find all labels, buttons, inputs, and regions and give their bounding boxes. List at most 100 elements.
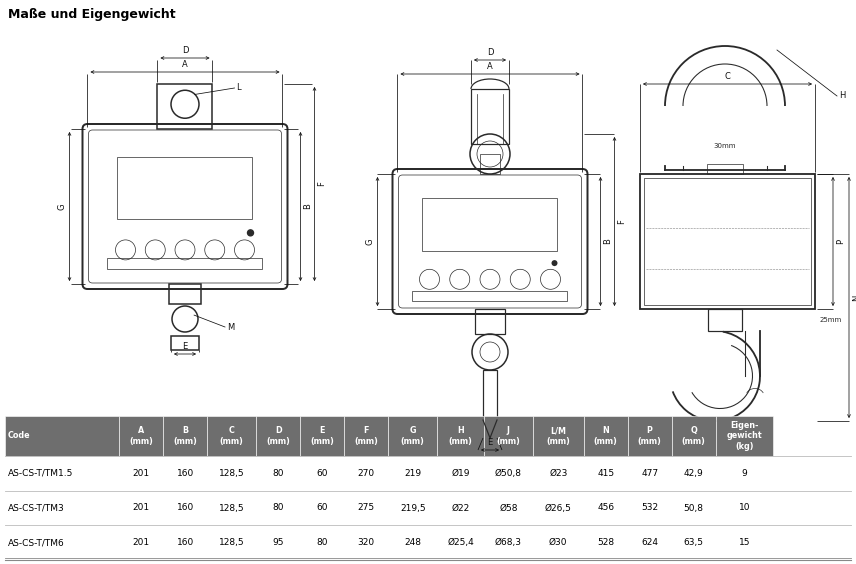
Circle shape	[551, 260, 557, 266]
Text: 201: 201	[133, 504, 150, 513]
Text: A
(mm): A (mm)	[129, 426, 153, 446]
Text: Ø30: Ø30	[549, 538, 568, 547]
Text: J
(mm): J (mm)	[496, 426, 520, 446]
Text: 160: 160	[176, 538, 193, 547]
Bar	[300, 416, 344, 456]
Text: F: F	[617, 219, 627, 224]
Text: 15: 15	[739, 538, 750, 547]
Text: 42,9: 42,9	[684, 469, 704, 478]
Text: G: G	[57, 203, 67, 210]
Text: 80: 80	[272, 469, 284, 478]
Text: 60: 60	[317, 504, 328, 513]
Text: E: E	[182, 342, 187, 351]
Text: H
(mm): H (mm)	[449, 426, 473, 446]
Bar	[480, 154, 500, 174]
Text: F
(mm): F (mm)	[354, 426, 378, 446]
Bar	[108, 258, 263, 268]
Text: 50,8: 50,8	[684, 504, 704, 513]
Text: 80: 80	[272, 504, 284, 513]
Bar	[344, 416, 389, 456]
Text: 415: 415	[597, 469, 615, 478]
Text: B
(mm): B (mm)	[173, 426, 197, 446]
Text: 528: 528	[597, 538, 615, 547]
Bar	[413, 291, 568, 301]
Text: 160: 160	[176, 469, 193, 478]
Text: 128,5: 128,5	[219, 469, 245, 478]
Bar	[171, 336, 199, 350]
Bar	[672, 416, 716, 456]
Text: Ø19: Ø19	[451, 469, 470, 478]
Text: Code: Code	[8, 431, 31, 440]
Text: P: P	[836, 239, 845, 244]
Text: Ø23: Ø23	[549, 469, 568, 478]
Text: 128,5: 128,5	[219, 504, 245, 513]
Text: 160: 160	[176, 504, 193, 513]
Bar	[437, 416, 484, 456]
Text: D: D	[181, 46, 188, 55]
Text: A: A	[182, 60, 187, 69]
Bar	[533, 416, 584, 456]
Text: Eigen-
gewicht
(kg): Eigen- gewicht (kg)	[727, 421, 762, 451]
Text: G
(mm): G (mm)	[401, 426, 425, 446]
Text: 60: 60	[317, 469, 328, 478]
Text: Maße und Eigengewicht: Maße und Eigengewicht	[8, 8, 175, 21]
Text: 10: 10	[739, 504, 750, 513]
Bar	[475, 309, 505, 334]
Text: 219: 219	[404, 469, 421, 478]
Text: Ø68,3: Ø68,3	[495, 538, 522, 547]
Bar	[483, 370, 497, 420]
Text: 63,5: 63,5	[684, 538, 704, 547]
Text: P
(mm): P (mm)	[638, 426, 662, 446]
Bar	[423, 199, 557, 251]
Text: L/M
(mm): L/M (mm)	[546, 426, 570, 446]
Bar	[640, 174, 815, 309]
Text: 128,5: 128,5	[219, 538, 245, 547]
Bar	[644, 178, 811, 305]
Text: 201: 201	[133, 538, 150, 547]
Bar	[708, 309, 742, 331]
Text: N
(mm): N (mm)	[594, 426, 617, 446]
Bar	[716, 416, 773, 456]
Text: B: B	[603, 239, 613, 244]
Bar	[627, 416, 672, 456]
Text: AS-CS-T/TM6: AS-CS-T/TM6	[8, 538, 65, 547]
Text: Ø26,5: Ø26,5	[545, 504, 572, 513]
Text: B: B	[304, 204, 312, 209]
Text: AS-CS-T/TM1.5: AS-CS-T/TM1.5	[8, 469, 74, 478]
Circle shape	[247, 230, 253, 236]
Bar	[584, 416, 627, 456]
Text: D: D	[487, 48, 493, 57]
Text: 95: 95	[272, 538, 284, 547]
Text: 219,5: 219,5	[400, 504, 425, 513]
Text: E: E	[487, 438, 492, 447]
Bar	[119, 416, 163, 456]
Text: G: G	[366, 238, 374, 245]
Text: 320: 320	[358, 538, 375, 547]
Bar	[163, 416, 207, 456]
Bar	[117, 157, 253, 219]
Bar	[169, 284, 201, 304]
Text: 624: 624	[641, 538, 658, 547]
Text: 30mm: 30mm	[714, 143, 736, 149]
Text: N: N	[852, 294, 856, 301]
Bar	[389, 416, 437, 456]
Bar	[707, 164, 743, 174]
Bar	[207, 416, 256, 456]
Text: A: A	[487, 62, 493, 71]
Bar	[158, 84, 212, 129]
Text: E
(mm): E (mm)	[311, 426, 334, 446]
Text: 532: 532	[641, 504, 658, 513]
Text: 80: 80	[317, 538, 328, 547]
Bar	[256, 416, 300, 456]
Text: 25mm: 25mm	[820, 317, 842, 323]
Text: 201: 201	[133, 469, 150, 478]
Bar	[484, 416, 533, 456]
Text: C
(mm): C (mm)	[220, 426, 244, 446]
Bar	[5, 416, 119, 456]
Text: F: F	[318, 182, 326, 187]
Text: AS-CS-T/TM3: AS-CS-T/TM3	[8, 504, 65, 513]
Text: L: L	[236, 83, 241, 92]
Text: Ø22: Ø22	[451, 504, 470, 513]
Text: 270: 270	[358, 469, 375, 478]
Text: H: H	[839, 91, 846, 100]
